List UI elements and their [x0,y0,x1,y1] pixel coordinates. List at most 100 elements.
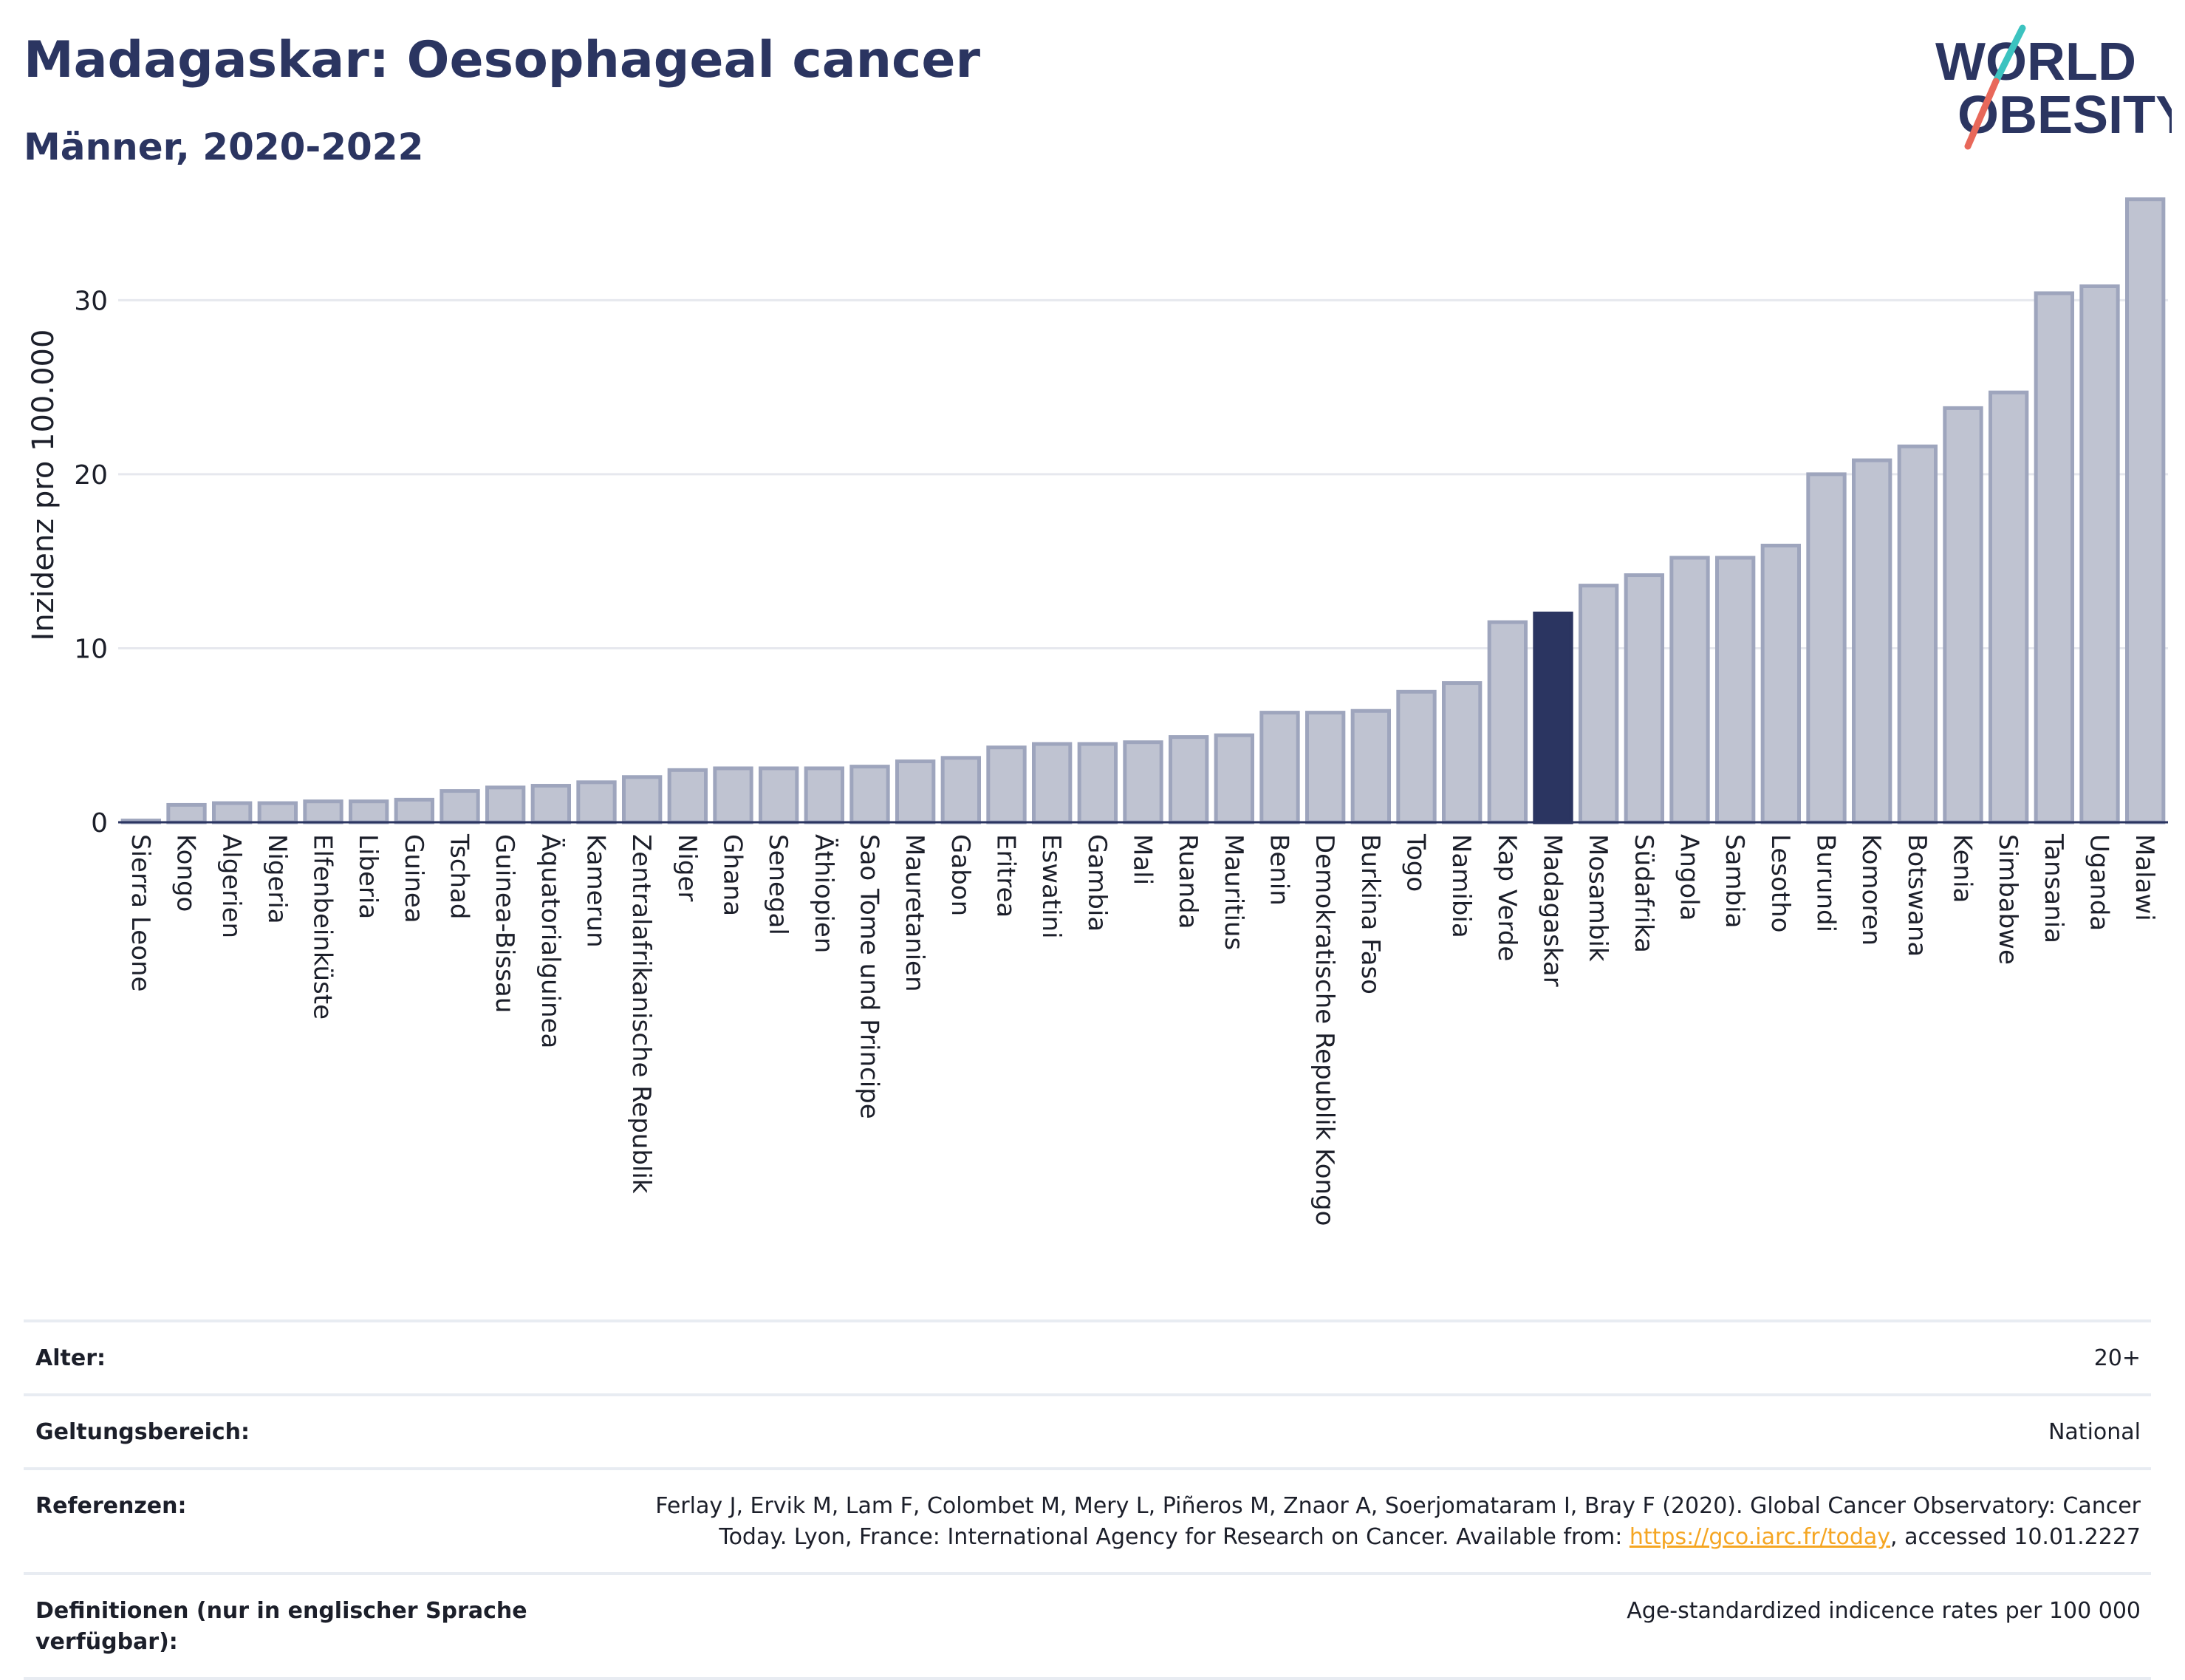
bar [804,766,844,824]
bar [303,799,343,824]
meta-age-value: 20+ [2093,1345,2141,1371]
x-tick-label: Mauritius [1219,834,1248,950]
page-title: Madagaskar: Oesophageal cancer [24,31,980,89]
x-tick-label: Kongo [171,834,201,912]
bar [1943,406,1983,824]
meta-def-value: Age-standardized indicence rates per 100… [1627,1598,2141,1624]
bar [1715,556,1756,824]
x-tick-label: Senegal [763,834,793,935]
x-tick-label: Guinea-Bissau [490,834,519,1013]
bar [1123,740,1163,824]
bar [1624,573,1665,824]
y-tick-label: 10 [74,634,108,664]
bar [667,768,708,824]
bar [1487,620,1528,824]
meta-def-label: Definitionen (nur in englischer Sprache … [35,1598,527,1655]
bar [1214,733,1254,824]
y-tick-label: 0 [91,808,108,839]
bar [440,789,480,824]
x-tick-label: Ghana [718,834,748,916]
meta-ref-value: Ferlay J, Ervik M, Lam F, Colombet M, Me… [589,1491,2151,1553]
meta-scope-value: National [2048,1419,2141,1445]
x-tick-label: Liberia [353,834,383,919]
x-tick-label: Sao Tome und Principe [855,834,884,1119]
x-tick-label: Kap Verde [1492,834,1522,961]
meta-ref-label: Referenzen: [35,1493,187,1519]
ref-text-1: Ferlay J, Ervik M, Lam F, Colombet M, Me… [655,1493,2141,1550]
bar [576,780,617,824]
bar [349,799,389,824]
x-tick-label: Eritrea [991,834,1021,918]
meta-age-label: Alter: [35,1345,106,1371]
x-tick-label: Eswatini [1036,834,1066,939]
bar [1852,458,1892,824]
x-tick-label: Tschad [445,833,474,920]
metadata-table: Alter: 20+ Geltungsbereich: National Ref… [24,1319,2151,1680]
bar [1579,584,1619,824]
bar [1806,472,1847,824]
bar [1350,708,1391,824]
x-tick-label: Nigeria [262,834,292,924]
bar [394,797,435,824]
x-tick-label: Komoren [1856,834,1886,946]
bar [1305,711,1346,824]
logo-slash-bottom [1964,78,2000,150]
x-tick-label: Malawi [2130,834,2159,921]
x-tick-label: Simbabwe [1993,834,2022,965]
logo-line1: WORLD [1935,33,2136,92]
bar [166,802,207,824]
x-tick-label: Ruanda [1173,834,1203,929]
x-tick-label: Angola [1675,834,1704,921]
meta-row-references: Referenzen: Ferlay J, Ervik M, Lam F, Co… [24,1467,2151,1572]
page-subtitle: Männer, 2020-2022 [24,126,424,168]
x-tick-label: Niger [672,834,702,901]
x-tick-label: Uganda [2085,834,2114,931]
x-tick-label: Mali [1128,834,1158,885]
bar [713,766,753,824]
bar [986,745,1027,824]
bar [622,775,663,824]
bar [895,759,936,824]
bar [1669,556,1710,824]
bar [1396,689,1437,824]
x-tick-label: Elfenbeinküste [308,834,338,1020]
x-tick-label: Sambia [1720,834,1749,928]
bar [257,801,298,824]
x-tick-label: Burkina Faso [1355,834,1385,994]
bar [1169,735,1209,824]
x-tick-label: Kamerun [581,834,611,948]
y-tick-label: 30 [74,286,108,316]
y-tick-label: 20 [74,460,108,491]
world-obesity-logo: WORLD OBESITY [1935,24,2172,150]
bar [2079,284,2120,824]
x-tick-label: Südafrika [1629,834,1658,953]
x-tick-label: Äquatorialguinea [536,834,565,1048]
ref-link[interactable]: https://gco.iarc.fr/today [1629,1524,1891,1550]
bar [759,766,799,824]
bar [1259,711,1300,824]
bar [2034,291,2075,824]
x-tick-label: Äthiopien [809,834,838,953]
x-tick-label: Algerien [216,834,246,938]
bar [2125,197,2166,824]
bar [212,801,253,824]
x-tick-label: Burundi [1811,834,1841,932]
meta-row-definitions: Definitionen (nur in englischer Sprache … [24,1572,2151,1680]
bar-highlight [1533,611,1573,824]
bar [485,785,526,824]
x-tick-label: Guinea [399,834,428,923]
bar [530,784,572,824]
y-axis-label: Inzidenz pro 100.000 [27,329,61,641]
meta-row-age: Alter: 20+ [24,1319,2151,1393]
bar [849,765,890,824]
x-tick-label: Benin [1265,834,1294,906]
bar [1989,390,2029,824]
ref-text-2: , accessed 10.01.2227 [1890,1524,2141,1550]
meta-row-scope: Geltungsbereich: National [24,1393,2151,1467]
x-tick-label: Lesotho [1765,834,1795,932]
x-tick-label: Namibia [1446,834,1476,938]
x-tick-label: Sierra Leone [126,834,155,991]
x-tick-label: Gambia [1082,834,1112,932]
x-tick-label: Botswana [1902,834,1932,957]
bar-chart: 0 10 20 30 Inzidenz pro 100.000 Sierra Leone K… [27,197,2168,1226]
